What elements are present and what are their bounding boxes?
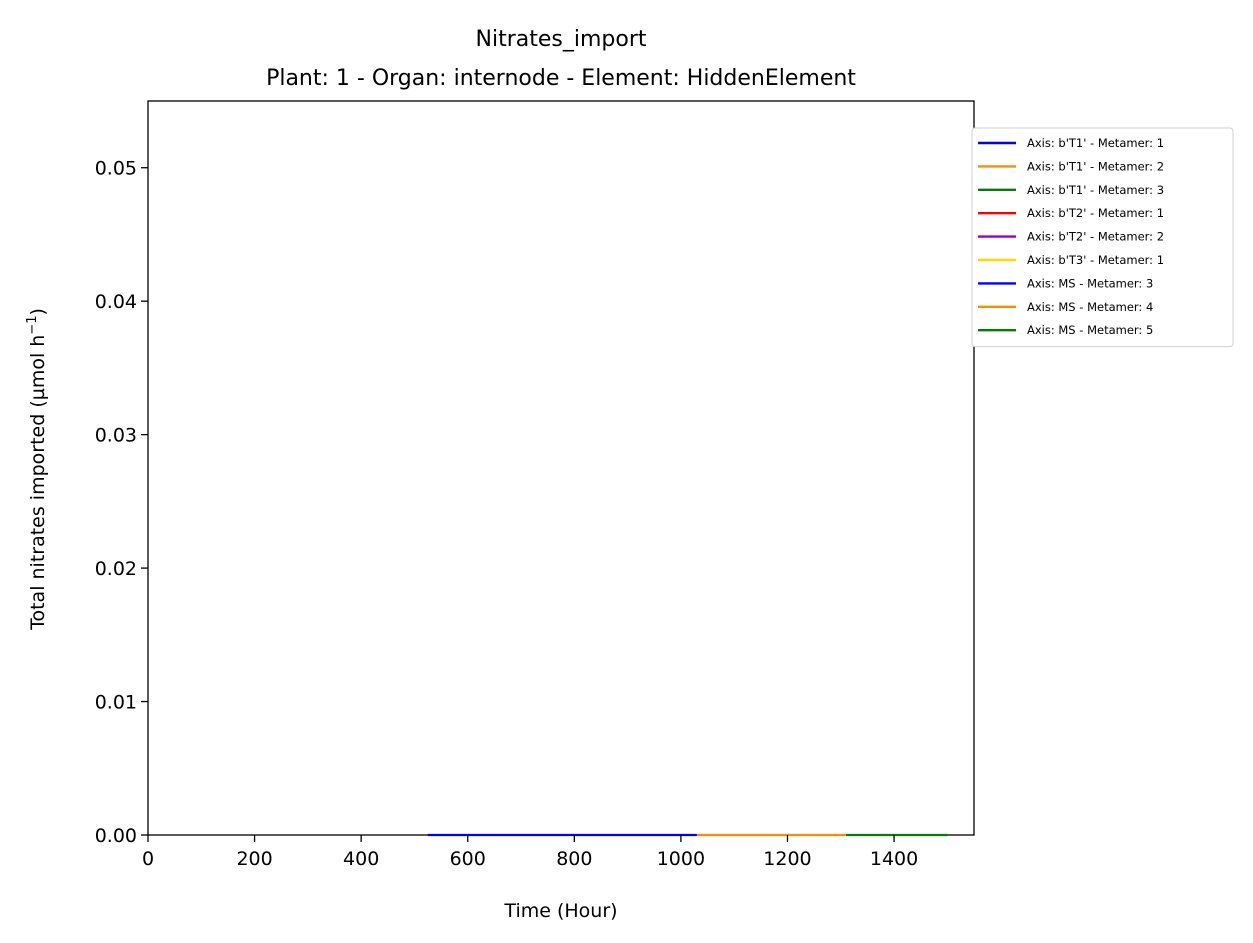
legend-label: Axis: b'T1' - Metamer: 1 [1027,136,1164,150]
x-tick-label: 400 [343,848,379,870]
plot-frame [147,100,975,836]
y-axis-label-close: ) [27,308,49,315]
x-axis-label: Time (Hour) [503,900,617,922]
y-tick-label: 0.01 [95,692,137,714]
x-tick-label: 1400 [870,848,918,870]
x-tick-label: 0 [142,848,154,870]
x-tick-label: 1200 [763,848,811,870]
chart-title: Nitrates_import [476,27,647,52]
x-tick-label: 800 [556,848,592,870]
y-tick-label: 0.05 [95,158,137,180]
legend-label: Axis: b'T2' - Metamer: 1 [1027,206,1164,220]
chart-subtitle: Plant: 1 - Organ: internode - Element: H… [266,66,856,91]
y-tick-label: 0.04 [95,291,137,313]
y-axis-label-text: Total nitrates imported (µmol h [27,335,49,631]
legend-label: Axis: b'T1' - Metamer: 2 [1027,159,1164,173]
legend-frame [971,127,1234,348]
legend-label: Axis: MS - Metamer: 4 [1027,300,1153,314]
legend-label: Axis: b'T2' - Metamer: 2 [1027,230,1164,244]
y-tick-label: 0.03 [95,425,137,447]
x-tick-label: 600 [450,848,486,870]
x-tick-label: 200 [236,848,272,870]
legend-label: Axis: MS - Metamer: 5 [1027,323,1153,337]
legend-label: Axis: b'T1' - Metamer: 3 [1027,183,1164,197]
legend-label: Axis: b'T3' - Metamer: 1 [1027,253,1164,267]
legend: Axis: b'T1' - Metamer: 1 Axis: b'T1' - Me… [971,127,1234,348]
plot-area [147,100,975,836]
y-axis-label: Total nitrates imported (µmol h−1) [25,308,49,631]
y-tick-label: 0.02 [95,558,137,580]
legend-label: Axis: MS - Metamer: 3 [1027,276,1153,290]
y-axis-label-superscript: −1 [25,316,40,335]
axis-ticks: 0 200 400 600 800 1000 1200 1400 0.00 0.01 0.02 0.0… [95,158,919,870]
x-tick-label: 1000 [657,848,705,870]
y-tick-label: 0.00 [95,825,137,847]
